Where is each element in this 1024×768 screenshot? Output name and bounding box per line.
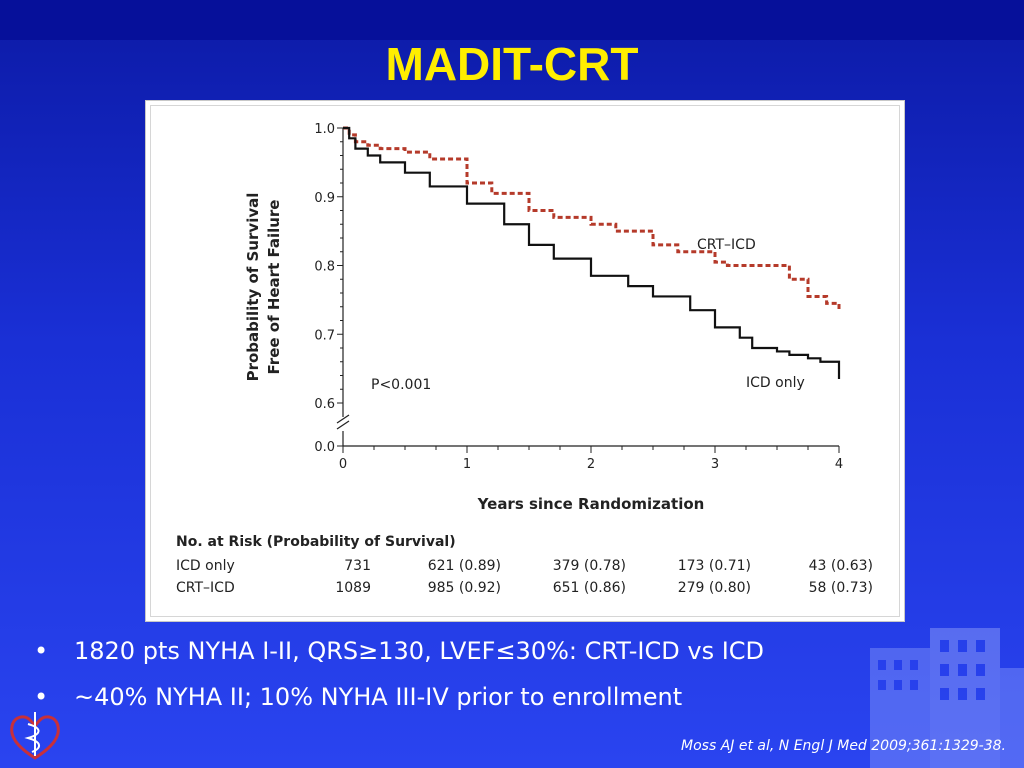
x-axis-label: Years since Randomization — [477, 495, 705, 513]
x-tick-label: 2 — [587, 457, 595, 472]
slide-title: MADIT-CRT — [385, 38, 639, 90]
risk-row-label: CRT–ICD — [176, 580, 235, 596]
y-tick-label: 1.0 — [314, 122, 335, 137]
bullet-item: ~40% NYHA II; 10% NYHA III-IV prior to e… — [30, 674, 990, 720]
y-tick-label: 0.6 — [314, 397, 335, 412]
risk-cell: 651 (0.86) — [553, 580, 626, 596]
risk-cell: 621 (0.89) — [428, 558, 501, 574]
risk-cell: 58 (0.73) — [809, 580, 873, 596]
x-tick-label: 3 — [711, 457, 719, 472]
risk-cell: 985 (0.92) — [428, 580, 501, 596]
risk-cell: 279 (0.80) — [678, 580, 751, 596]
y-tick-label: 0.9 — [314, 191, 335, 206]
risk-cell: 731 — [344, 558, 371, 574]
series-layer — [343, 126, 841, 379]
x-tick-label: 4 — [835, 457, 843, 472]
y-tick-label: 0.8 — [314, 260, 335, 275]
y-axis-label-line: Probability of Survival — [244, 193, 262, 382]
chart-axes: 1.0 0.9 0.8 0.7 0.6 0.0 0 1 2 3 4 — [314, 122, 843, 472]
risk-cell: 379 (0.78) — [553, 558, 626, 574]
y-tick-label: 0.7 — [314, 328, 335, 343]
citation: Moss AJ et al, N Engl J Med 2009;361:132… — [681, 738, 1006, 754]
risk-cell: 173 (0.71) — [678, 558, 751, 574]
x-tick-label: 0 — [339, 457, 347, 472]
chart-figure: 1.0 0.9 0.8 0.7 0.6 0.0 0 1 2 3 4 Years since Rand… — [145, 100, 905, 622]
axis-break-mark — [336, 420, 350, 430]
risk-cell: 43 (0.63) — [809, 558, 873, 574]
kaplan-meier-chart: 1.0 0.9 0.8 0.7 0.6 0.0 0 1 2 3 4 Years since Rand… — [176, 122, 873, 596]
y-tick-label: 0.0 — [314, 440, 335, 455]
bullet-item: 1820 pts NYHA I-II, QRS≥130, LVEF≤30%: C… — [30, 628, 990, 674]
risk-table-header: No. at Risk (Probability of Survival) — [176, 534, 456, 550]
heart-caduceus-icon — [10, 712, 60, 760]
series-label-icd-only: ICD only — [746, 375, 805, 391]
y-axis-label-line: Free of Heart Failure — [265, 200, 283, 375]
risk-row-label: ICD only — [176, 558, 235, 574]
p-value-annotation: P<0.001 — [371, 377, 431, 393]
series-line-crt-icd — [343, 126, 841, 311]
risk-cell: 1089 — [335, 580, 371, 596]
risk-table: No. at Risk (Probability of Survival) ICD… — [176, 534, 873, 596]
x-tick-label: 1 — [463, 457, 471, 472]
labels-layer: Years since Randomization Probability of … — [244, 193, 805, 513]
series-line-icd-only — [343, 126, 841, 379]
title-band — [0, 0, 1024, 40]
bullet-list: 1820 pts NYHA I-II, QRS≥130, LVEF≤30%: C… — [30, 628, 990, 720]
axis-break-mark — [336, 414, 350, 424]
y-axis-label: Probability of Survival Free of Heart Fai… — [244, 193, 283, 382]
series-label-crt-icd: CRT–ICD — [697, 237, 756, 253]
chart-frame — [150, 105, 900, 617]
